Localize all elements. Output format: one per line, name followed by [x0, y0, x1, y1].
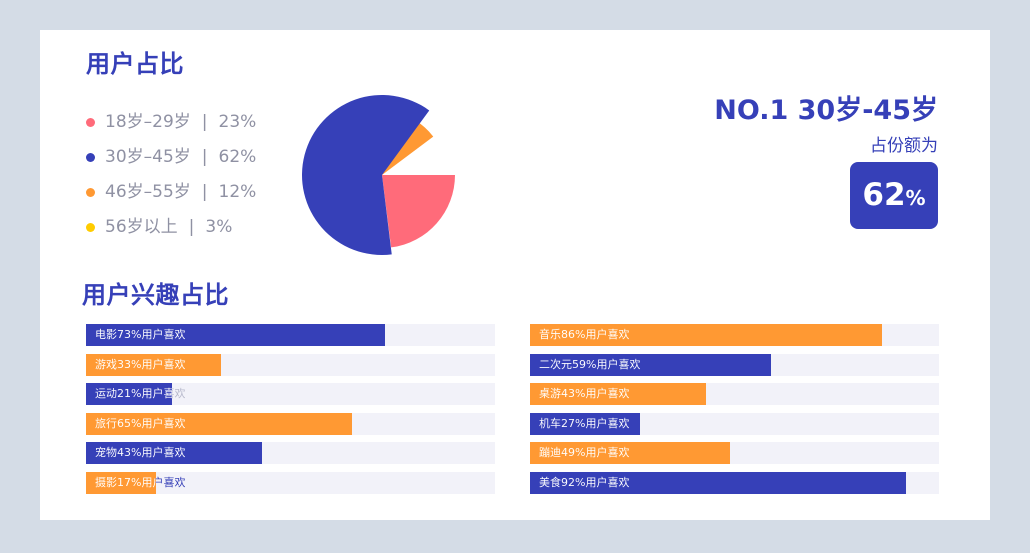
interest-bar-label: 蹦迪49%用户喜欢 [539, 442, 629, 464]
legend-label: 18岁–29岁 [105, 112, 191, 132]
share-unit: % [905, 186, 926, 210]
legend-item: 18岁–29岁 | 23% [86, 111, 256, 146]
legend-label: 56岁以上 [105, 217, 178, 237]
interest-bar: 运动21%用户喜欢 [86, 383, 495, 406]
interest-bar-label: 机车27%用户喜欢 [539, 413, 629, 435]
share-label: 占份额为 [870, 136, 938, 156]
interest-bar-label: 美食92%用户喜欢 [539, 472, 629, 494]
interest-bar: 机车27%用户喜欢 [530, 412, 939, 435]
interest-bar-label: 桌游43%用户喜欢 [539, 383, 629, 405]
interest-bar: 旅行65%用户喜欢 [86, 412, 495, 435]
legend-item: 30岁–45岁 | 62% [86, 146, 256, 181]
legend-label: 46岁–55岁 [105, 182, 191, 202]
interest-bar-fill [86, 442, 262, 465]
legend-dot-icon [86, 153, 95, 162]
legend-dot-icon [86, 118, 95, 127]
dashboard-card: 用户占比 18岁–29岁 | 23% 30岁–45岁 | 62% 46岁–55岁 | 12% 56… [40, 30, 990, 520]
interest-bar: 游戏33%用户喜欢 [86, 353, 495, 376]
share-value: 62 [862, 177, 906, 213]
interest-bar-label: 摄影17%用户喜欢 [95, 472, 185, 494]
interest-bar-fill [530, 412, 641, 435]
interest-bar-fill [86, 324, 385, 346]
interest-bar: 美食92%用户喜欢 [530, 471, 939, 494]
top-segment-label: NO.1 30岁-45岁 [714, 95, 938, 126]
interest-bars-left: 电影73%用户喜欢 游戏33%用户喜欢 运动21%用户喜欢 旅行65%用户喜欢 宠物43… [86, 324, 495, 502]
legend-dot-icon [86, 188, 95, 197]
interest-bar-label: 运动21%用户喜欢 [95, 383, 185, 405]
interest-bar: 二次元59%用户喜欢 [530, 353, 939, 376]
legend-value: 12% [218, 182, 257, 202]
legend-value: 3% [205, 217, 233, 237]
interest-bar-label: 旅行65%用户喜欢 [95, 413, 185, 435]
interest-bar-fill [86, 383, 172, 406]
interest-bar-fill [86, 353, 221, 376]
pie-slice-2 [302, 94, 430, 255]
legend-separator: | [201, 112, 208, 132]
interest-bar: 蹦迪49%用户喜欢 [530, 442, 939, 465]
interest-bar-fill [530, 324, 882, 346]
legend-item: 56岁以上 | 3% [86, 216, 256, 251]
interest-bar-label: 二次元59%用户喜欢 [539, 354, 640, 376]
section-title-interest-share: 用户兴趣占比 [82, 281, 229, 309]
share-badge: 62% [850, 162, 938, 229]
legend-separator: | [188, 217, 195, 237]
interest-bar-label: 游戏33%用户喜欢 [95, 354, 185, 376]
age-pie-chart [302, 94, 455, 255]
legend-dot-icon [86, 223, 95, 232]
legend-item: 46岁–55岁 | 12% [86, 181, 256, 216]
interest-bar-fill [530, 383, 706, 406]
top-segment-summary: NO.1 30岁-45岁 占份额为 62% [714, 88, 938, 229]
legend-value: 23% [218, 112, 257, 132]
interest-bar-label: 音乐86%用户喜欢 [539, 324, 629, 346]
legend-separator: | [201, 147, 208, 167]
interest-bar-fill [530, 353, 772, 376]
interest-bar-fill [530, 471, 907, 494]
interest-bar: 桌游43%用户喜欢 [530, 383, 939, 406]
legend-value: 62% [218, 147, 257, 167]
interest-bar-fill [86, 412, 352, 435]
interest-bar-label: 宠物43%用户喜欢 [95, 442, 185, 464]
pie-slice-1 [382, 175, 455, 248]
interest-bars-right: 音乐86%用户喜欢 二次元59%用户喜欢 桌游43%用户喜欢 机车27%用户喜欢 蹦迪4… [530, 324, 939, 502]
section-title-user-share: 用户占比 [86, 50, 184, 78]
interest-bar-fill [86, 471, 156, 494]
interest-bar: 宠物43%用户喜欢 [86, 442, 495, 465]
legend-label: 30岁–45岁 [105, 147, 191, 167]
interest-bar: 音乐86%用户喜欢 [530, 324, 939, 346]
interest-bar: 电影73%用户喜欢 [86, 324, 495, 346]
pie-legend: 18岁–29岁 | 23% 30岁–45岁 | 62% 46岁–55岁 | 12% 56岁以上 | 3… [86, 111, 256, 251]
interest-bar: 摄影17%用户喜欢 [86, 471, 495, 494]
legend-separator: | [201, 182, 208, 202]
interest-bar-label: 电影73%用户喜欢 [95, 324, 185, 346]
interest-bar-fill [530, 442, 731, 465]
